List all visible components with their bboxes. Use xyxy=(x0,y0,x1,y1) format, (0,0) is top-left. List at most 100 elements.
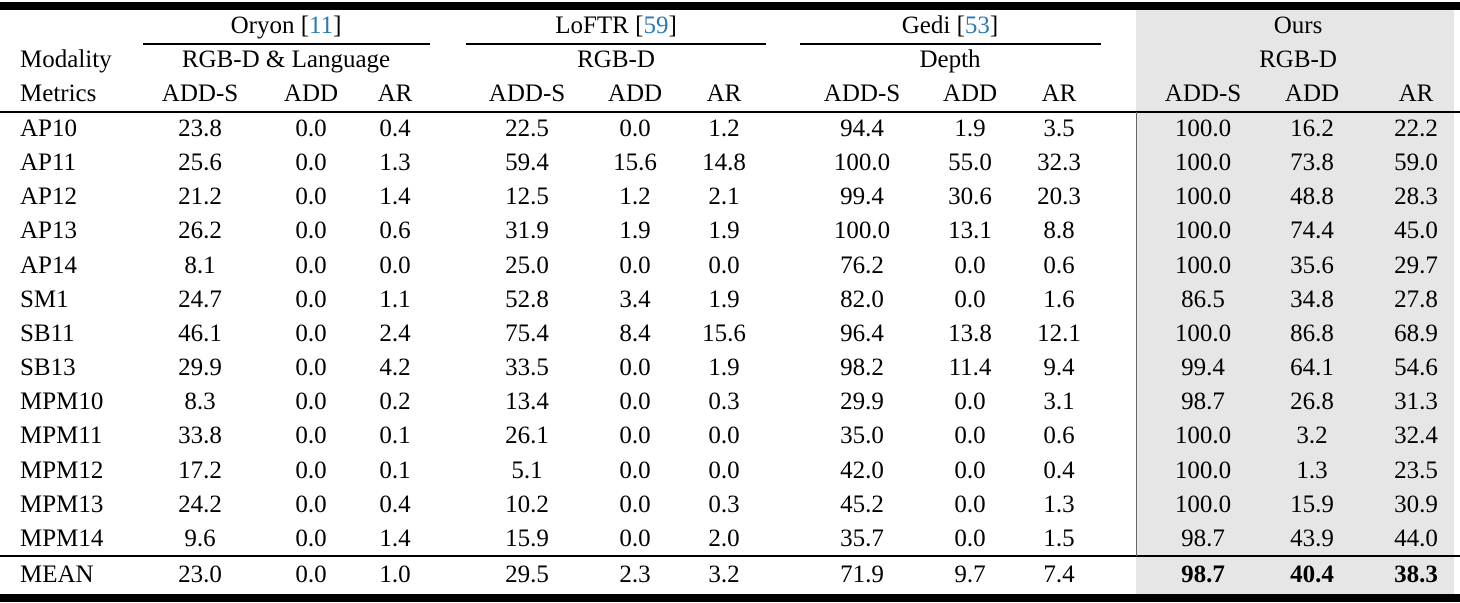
mean-cell: 40.4 xyxy=(1290,561,1334,588)
table-cell: 31.9 xyxy=(505,217,549,245)
table-cell: 100.0 xyxy=(833,217,891,245)
row-label: MPM11 xyxy=(20,422,103,450)
metric-header: AR xyxy=(1041,80,1077,107)
oryon-cmidrule xyxy=(143,43,430,45)
table-cell: 74.4 xyxy=(1290,217,1334,245)
table-cell: 12.1 xyxy=(1037,319,1081,347)
table-cell: 45.0 xyxy=(1394,217,1438,245)
table-cell: 0.0 xyxy=(295,285,327,313)
table-cell: 86.8 xyxy=(1290,319,1334,347)
table-cell: 48.8 xyxy=(1290,183,1334,211)
table-cell: 0.0 xyxy=(708,456,740,484)
table-cell: 2.4 xyxy=(379,319,411,347)
mean-cell: 98.7 xyxy=(1181,561,1225,588)
row-label: AP10 xyxy=(20,115,77,142)
table-cell: 99.4 xyxy=(1181,354,1225,382)
table-cell: 11.4 xyxy=(948,354,992,382)
citation-link[interactable]: 59 xyxy=(643,12,669,39)
mean-cell: 23.0 xyxy=(178,561,222,588)
metric-header: ADD-S xyxy=(823,80,901,107)
table-cell: 20.3 xyxy=(1037,183,1081,211)
table-cell: 0.0 xyxy=(954,285,986,313)
table-cell: 0.0 xyxy=(295,217,327,245)
table-cell: 100.0 xyxy=(1174,217,1232,245)
table-cell: 86.5 xyxy=(1181,285,1225,313)
mean-cell: 0.0 xyxy=(295,561,327,588)
table-cell: 21.2 xyxy=(178,183,222,211)
table-cell: 8.3 xyxy=(184,388,216,416)
table-cell: 100.0 xyxy=(1174,251,1232,279)
table-cell: 35.6 xyxy=(1290,251,1334,279)
table-cell: 100.0 xyxy=(1174,183,1232,211)
table-cell: 1.4 xyxy=(379,183,411,211)
row-label: SB13 xyxy=(20,354,76,382)
mean-cell: 29.5 xyxy=(505,561,549,588)
table-cell: 33.8 xyxy=(178,422,222,450)
table-cell: 25.0 xyxy=(505,251,549,279)
table-cell: 0.6 xyxy=(1043,422,1075,450)
table-cell: 42.0 xyxy=(840,456,884,484)
modality-label: Modality xyxy=(20,46,112,73)
table-cell: 0.6 xyxy=(1043,251,1075,279)
table-cell: 98.2 xyxy=(840,354,884,382)
table-cell: 13.1 xyxy=(948,217,992,245)
method-header-loftr: LoFTR [59] xyxy=(555,12,677,39)
table-cell: 0.0 xyxy=(619,115,651,142)
citation-link[interactable]: 11 xyxy=(309,12,334,39)
table-cell: 0.0 xyxy=(379,251,411,279)
table-cell: 29.9 xyxy=(178,354,222,382)
table-cell: 0.4 xyxy=(1043,456,1075,484)
table-cell: 9.6 xyxy=(184,524,216,552)
table-cell: 0.0 xyxy=(954,251,986,279)
table-cell: 34.8 xyxy=(1290,285,1334,313)
row-label: SM1 xyxy=(20,285,69,313)
table-cell: 0.0 xyxy=(708,251,740,279)
method-name: Ours xyxy=(1273,12,1323,39)
method-name: Gedi xyxy=(901,12,951,39)
table-cell: 0.0 xyxy=(295,251,327,279)
table-cell: 1.9 xyxy=(708,354,740,382)
bottom-rule xyxy=(0,594,1460,602)
citation-link[interactable]: 53 xyxy=(964,12,990,39)
table-cell: 0.0 xyxy=(619,354,651,382)
modality-ours: RGB-D xyxy=(1259,46,1337,73)
table-cell: 0.0 xyxy=(295,388,327,416)
metric-header: ADD-S xyxy=(161,80,239,107)
table-cell: 23.5 xyxy=(1394,456,1438,484)
table-cell: 25.6 xyxy=(178,149,222,177)
mean-cell: 2.3 xyxy=(619,561,651,588)
table-cell: 0.0 xyxy=(295,490,327,518)
table-cell: 24.7 xyxy=(178,285,222,313)
table-cell: 0.0 xyxy=(295,149,327,177)
table-cell: 100.0 xyxy=(1174,115,1232,142)
table-cell: 26.1 xyxy=(505,422,549,450)
modality-oryon: RGB-D & Language xyxy=(181,46,391,73)
table-cell: 35.0 xyxy=(840,422,884,450)
table-cell: 22.2 xyxy=(1394,115,1438,142)
table-cell: 15.6 xyxy=(702,319,746,347)
table-cell: 82.0 xyxy=(840,285,884,313)
table-cell: 5.1 xyxy=(511,456,543,484)
mean-cell: 9.7 xyxy=(954,561,986,588)
table-cell: 0.0 xyxy=(954,490,986,518)
table-cell: 1.6 xyxy=(1043,285,1075,313)
table-cell: 13.8 xyxy=(948,319,992,347)
table-cell: 0.6 xyxy=(379,217,411,245)
table-cell: 100.0 xyxy=(1174,149,1232,177)
table-cell: 75.4 xyxy=(505,319,549,347)
table-cell: 0.0 xyxy=(295,422,327,450)
table-cell: 0.0 xyxy=(954,456,986,484)
table-cell: 3.5 xyxy=(1043,115,1075,142)
mean-row-label: MEAN xyxy=(20,561,94,588)
table-cell: 17.2 xyxy=(178,456,222,484)
ours-column-highlight xyxy=(1136,10,1454,594)
table-cell: 44.0 xyxy=(1394,524,1438,552)
row-label: AP14 xyxy=(20,251,77,279)
table-cell: 2.0 xyxy=(708,524,740,552)
table-cell: 0.0 xyxy=(295,456,327,484)
header-rule xyxy=(0,111,1460,113)
row-label: MPM14 xyxy=(20,524,104,552)
table-cell: 73.8 xyxy=(1290,149,1334,177)
table-cell: 26.8 xyxy=(1290,388,1334,416)
method-name: Oryon xyxy=(230,12,295,39)
